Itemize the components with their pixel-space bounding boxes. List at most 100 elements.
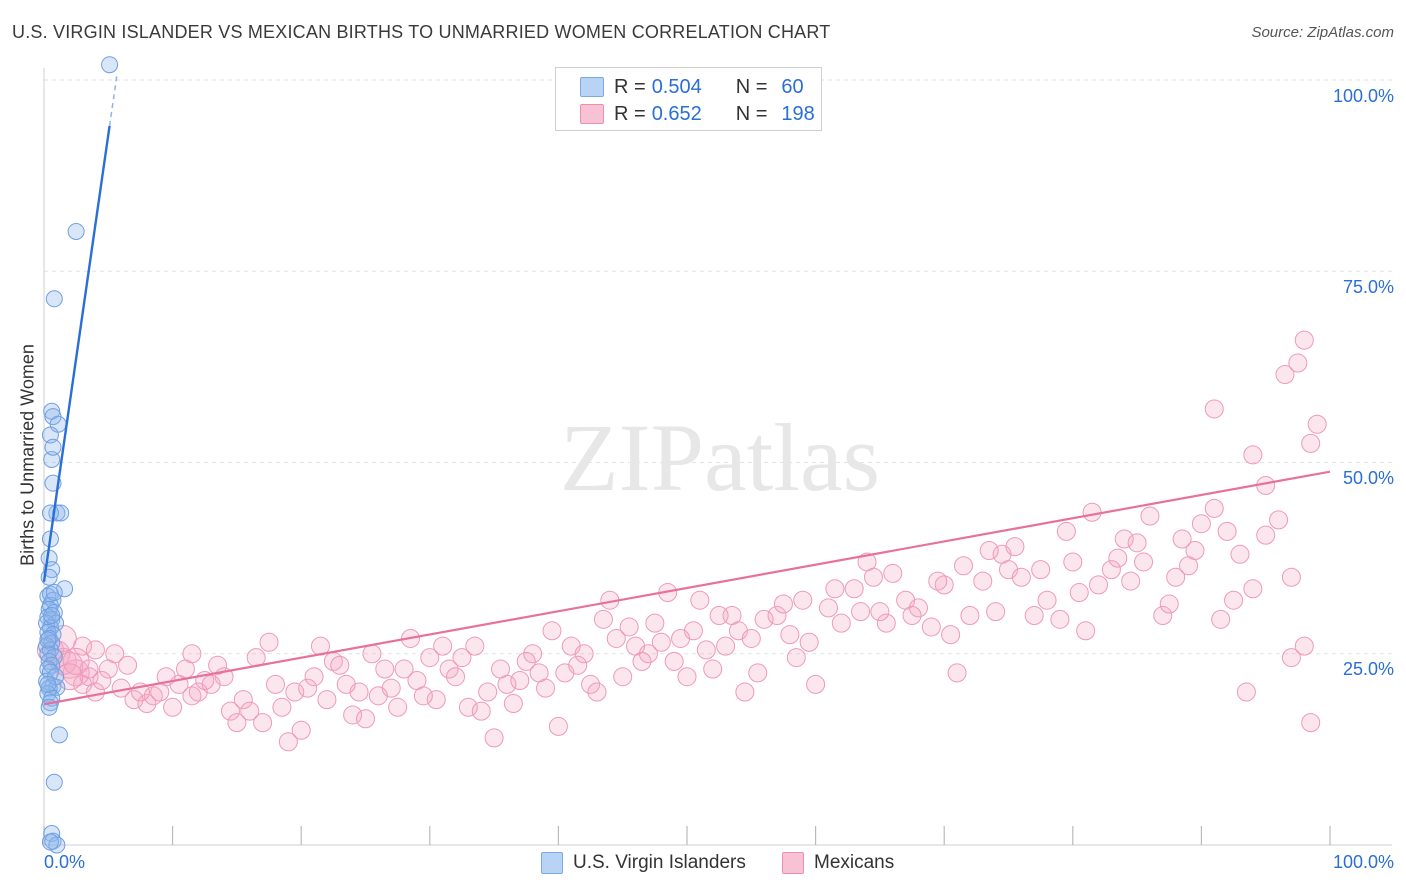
mexicans-point: [420, 648, 440, 668]
mexicans-point: [1256, 525, 1276, 545]
mexicans-point: [1031, 560, 1051, 580]
gridlines: [44, 79, 1392, 655]
mexicans-point: [690, 590, 710, 610]
mexicans-point: [471, 701, 491, 721]
mexicans-point: [979, 540, 999, 560]
mexicans-point: [593, 609, 613, 629]
mexicans-point: [928, 571, 948, 591]
mexicans-point: [973, 571, 993, 591]
mexicans-point: [883, 563, 903, 583]
virgin-islanders-point: [101, 56, 119, 74]
mexicans-point: [1301, 433, 1321, 453]
mexicans-point: [1243, 445, 1263, 465]
virgin-islanders-point: [45, 773, 63, 791]
mexicans-point: [253, 713, 273, 733]
mexicans-point: [85, 640, 105, 660]
mexicans-point: [291, 720, 311, 740]
virgin-islanders-trend-line: [42, 125, 111, 583]
mexicans-point: [799, 632, 819, 652]
mexicans-point: [336, 674, 356, 694]
mexicans-point: [92, 671, 112, 691]
mexicans-point: [375, 659, 395, 679]
mexicans-point: [1024, 606, 1044, 625]
virgin-islanders-point: [43, 607, 61, 624]
mexicans-point: [767, 606, 787, 625]
mexicans-point: [137, 693, 157, 713]
mexicans-point: [1204, 399, 1224, 419]
mexicans-point: [870, 602, 890, 622]
mexicans-point: [452, 648, 472, 668]
mexicans-point: [574, 644, 594, 664]
virgin-islanders-trend-extension: [108, 72, 119, 127]
virgin-islanders-point: [50, 726, 68, 744]
blue-square-icon: [541, 852, 563, 874]
virgin-islanders-point: [67, 222, 85, 240]
mexicans-point: [516, 651, 536, 671]
mexicans-point: [1114, 529, 1134, 549]
chart-title: U.S. VIRGIN ISLANDER VS MEXICAN BIRTHS T…: [12, 22, 831, 42]
mexicans-point: [1050, 609, 1070, 629]
mexicans-point: [227, 713, 247, 733]
mexicans-point: [1294, 330, 1314, 350]
mexicans-point: [754, 609, 774, 629]
mexicans-point: [259, 632, 279, 652]
mexicans-point: [1108, 548, 1128, 568]
mexicans-point: [233, 690, 253, 710]
pink-square-icon: [782, 852, 804, 874]
mexicans-point: [330, 655, 350, 675]
virgin-islanders-points: [38, 56, 119, 854]
n-label: N =: [735, 102, 768, 125]
r-value: 0.504: [651, 75, 702, 98]
mexicans-point: [1069, 583, 1089, 603]
pink-swatch-icon: [580, 104, 604, 124]
mexicans-point: [426, 690, 446, 710]
mexicans-point: [1224, 590, 1244, 610]
virgin-islanders-point: [39, 631, 57, 649]
mexicans-point: [941, 625, 961, 645]
mexicans-point: [124, 690, 144, 710]
mexicans-point: [741, 628, 761, 648]
mexicans-point: [703, 659, 723, 679]
mexicans-point: [664, 651, 684, 671]
mexicans-point: [587, 682, 607, 702]
mexicans-point: [304, 667, 324, 687]
mexicans-point: [1011, 567, 1031, 587]
mexicans-point: [278, 732, 298, 752]
mexicans-point: [1037, 590, 1057, 610]
mexicans-point: [1056, 521, 1076, 541]
mexicans-point: [1211, 609, 1231, 629]
mexicans-point: [1082, 502, 1102, 522]
mexicans-point: [677, 667, 697, 687]
chart-source: Source: ZipAtlas.com: [1251, 24, 1394, 41]
mexicans-point: [446, 667, 466, 687]
mexicans-point: [851, 602, 871, 622]
mexicans-point: [317, 690, 337, 710]
legend-row-mexicans: R = 0.652 N = 198: [580, 101, 815, 127]
mexicans-point: [748, 663, 768, 683]
mexicans-point: [806, 674, 826, 694]
legend-row-virgin-islanders: R = 0.504 N = 60: [580, 74, 804, 100]
legend-label: Mexicans: [814, 852, 895, 873]
mexicans-point: [1166, 567, 1186, 587]
mexicans-point: [220, 701, 240, 721]
mexicans-point: [163, 697, 183, 717]
mexicans-point: [1243, 579, 1263, 599]
mexicans-point: [709, 606, 729, 625]
mexicans-point: [651, 632, 671, 652]
r-value: 0.652: [651, 102, 702, 125]
mexicans-point: [1217, 521, 1237, 541]
virgin-islanders-point: [41, 833, 59, 851]
virgin-islanders-point: [44, 438, 62, 456]
mexicans-point: [510, 671, 530, 691]
mexicans-point: [902, 606, 922, 625]
trend-lines: [42, 72, 1331, 706]
mexicans-point: [1063, 552, 1083, 572]
mexicans-point: [921, 617, 941, 637]
r-label: R =: [614, 75, 646, 98]
mexicans-point: [356, 709, 375, 729]
mexicans-point: [1005, 537, 1025, 557]
mexicans-point: [1204, 498, 1224, 518]
y-tick-100: 100.0%: [1332, 86, 1394, 106]
mexicans-point: [478, 682, 498, 702]
mexicans-point: [773, 594, 793, 614]
